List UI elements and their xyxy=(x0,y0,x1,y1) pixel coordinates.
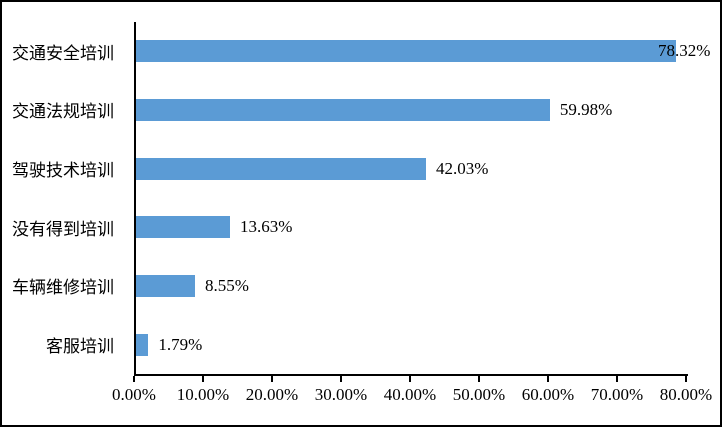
x-axis: 0.00% 10.00% 20.00% 30.00% 40.00% 50.00% 60.00… xyxy=(112,376,712,410)
value-label: 78.32% xyxy=(658,41,711,61)
x-tick-mark xyxy=(271,376,273,382)
x-tick-label: 40.00% xyxy=(383,385,437,404)
category-axis: 交通安全培训 交通法规培训 驾驶技术培训 没有得到培训 车辆维修培训客服培训 xyxy=(4,22,114,374)
category-label: 没有得到培训 xyxy=(12,219,114,239)
x-tick-label: 50.00% xyxy=(452,385,506,404)
x-tick-label: 20.00% xyxy=(245,385,299,404)
bar xyxy=(136,275,195,297)
x-tick-mark xyxy=(478,376,480,382)
x-tick-label: 60.00% xyxy=(521,385,575,404)
value-label: 13.63% xyxy=(240,217,293,237)
x-tick-label: 30.00% xyxy=(314,385,368,404)
category-label: 车辆维修培训 xyxy=(12,278,114,298)
x-tick-mark xyxy=(409,376,411,382)
x-tick-mark xyxy=(547,376,549,382)
category-label: 交通安全培训 xyxy=(12,43,114,63)
bar xyxy=(136,333,149,356)
x-tick-label: 10.00% xyxy=(176,385,230,404)
bar xyxy=(136,99,550,121)
value-label: 1.79% xyxy=(158,334,203,354)
bar xyxy=(136,216,231,239)
value-label: 59.98% xyxy=(559,100,613,119)
category-label: 客服培训 xyxy=(46,337,114,357)
category-label: 交通法规培训 xyxy=(12,102,114,122)
x-tick-mark xyxy=(616,376,618,382)
x-tick-label: 70.00% xyxy=(590,385,644,404)
x-tick-label: 80.00% xyxy=(659,385,713,404)
x-tick-label: 0.00% xyxy=(112,385,156,404)
value-label: 8.55% xyxy=(204,276,249,295)
bar xyxy=(136,40,677,63)
value-label: 42.03% xyxy=(436,158,489,178)
plot-area: 78.32% 59.98% 42.03% 13.63% 8.55% 1.79% xyxy=(134,22,710,376)
x-tick-mark xyxy=(202,376,204,382)
x-tick-mark xyxy=(685,376,687,382)
category-label: 驾驶技术培训 xyxy=(12,161,114,181)
x-tick-mark xyxy=(340,376,342,382)
bar xyxy=(136,157,426,180)
x-tick-mark xyxy=(133,376,135,382)
